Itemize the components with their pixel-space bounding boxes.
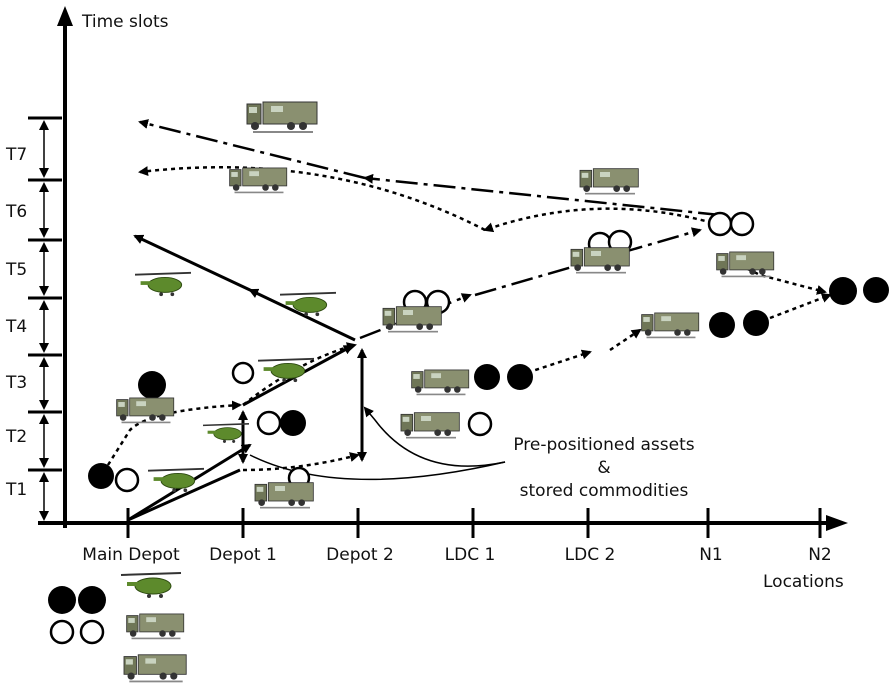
x-axis-label: Locations	[763, 572, 844, 592]
time-slot-label: T5	[5, 260, 27, 280]
diagram: Time slots Locations T7 T6 T5 T4 T3 T2 T…	[0, 0, 890, 686]
location-label: LDC 2	[565, 545, 616, 565]
annotation: Pre-positioned assets	[513, 435, 694, 455]
location-label: Depot 2	[326, 545, 394, 565]
y-axis-label: Time slots	[81, 12, 169, 32]
time-slot-label: T6	[5, 202, 27, 222]
time-slot-label: T1	[5, 480, 27, 500]
annotation: stored commodities	[520, 481, 689, 501]
annotation: &	[597, 458, 610, 478]
location-label: N2	[808, 545, 832, 565]
time-slot-label: T4	[5, 317, 27, 337]
time-slot-label: T7	[5, 145, 27, 165]
location-ticks: Main Depot Depot 1 Depot 2 LDC 1 LDC 2 N…	[82, 508, 831, 565]
location-label: Main Depot	[82, 545, 180, 565]
time-slot-label: T2	[5, 427, 27, 447]
location-label: Depot 1	[209, 545, 277, 565]
vehicles	[117, 102, 774, 682]
location-label: LDC 1	[445, 545, 496, 565]
time-slot-label: T3	[5, 373, 27, 393]
location-label: N1	[699, 545, 723, 565]
time-scale: T7 T6 T5 T4 T3 T2 T1	[5, 118, 62, 519]
